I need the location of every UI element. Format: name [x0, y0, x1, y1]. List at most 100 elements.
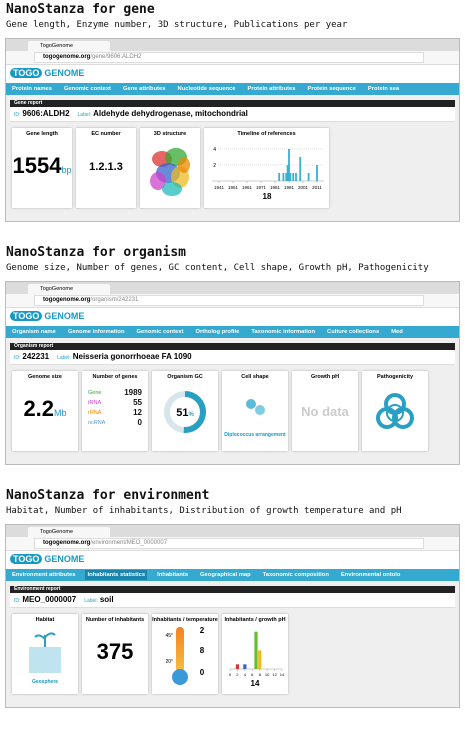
x-tick-label: 2011 [312, 185, 322, 190]
gene-count: 12 [133, 408, 142, 417]
bar [277, 173, 280, 181]
big-value: 375 [82, 639, 148, 665]
panel-title: EC number [91, 131, 121, 137]
bar [291, 173, 294, 181]
nav-tab[interactable]: Genome information [67, 329, 125, 335]
bar [294, 173, 297, 181]
x-tick-label: 1951 [227, 185, 238, 190]
panel-graphic: 2 4 1941 1951 1961 1971 1981 1991 2001 2011 18 [211, 147, 324, 201]
subtitle: Gene length, Enzyme number, 3D structure… [6, 20, 348, 30]
nav-tab[interactable]: Ortholog profile [195, 329, 240, 335]
gene-table: Gene 1989 tRNA 55 rRNA 12 ncRNA 0 [82, 388, 148, 428]
gene-count: 1989 [124, 388, 142, 397]
nav-tab[interactable]: Genomic context [63, 86, 111, 92]
panel: Growth pH No data [292, 371, 358, 451]
report-header: Organism report [10, 343, 455, 350]
gene-row: ncRNA 0 [82, 418, 148, 428]
panel-graphic: 45° 20° 2 8 0 [165, 626, 205, 685]
heading: NanoStanza for organism [6, 245, 187, 260]
bar [287, 149, 290, 181]
value: 2.2 [23, 396, 55, 421]
tab-strip: TogoGenome [6, 282, 459, 294]
panel: Number of inhabitants 375 [82, 614, 148, 694]
url[interactable]: togogenome.org/organism/242231 [34, 295, 424, 306]
nav-tab[interactable]: Protein sequence [307, 86, 356, 92]
nav-tab[interactable]: Gene attributes [122, 86, 166, 92]
panel: Organism GC 51% [152, 371, 218, 451]
url[interactable]: togogenome.org/environment/MEO_0000007 [34, 538, 424, 549]
panel-title: Habitat [35, 617, 55, 623]
panel: Habitat Geosphere [12, 614, 78, 694]
x-tick-label: 12 [272, 672, 277, 677]
habitat-caption: Geosphere [31, 679, 59, 685]
nav-tab[interactable]: Inhabitants [157, 572, 189, 578]
tab-strip: TogoGenome [6, 39, 459, 51]
nav-tab[interactable]: Taxonomic information [251, 329, 316, 335]
nav-tab[interactable]: Taxonomic composition [262, 572, 329, 578]
y-tick-label: 4 [213, 147, 216, 153]
panel: Gene length 1554bp [12, 128, 72, 208]
nav-tab[interactable]: Genomic context [136, 329, 184, 335]
url-path: /gene/9606:ALDH2 [90, 54, 142, 60]
browser-window: TogoGenome togogenome.org/gene/9606:ALDH2… [5, 38, 460, 222]
protein-blob [178, 157, 190, 173]
panel-graphic: 51% [164, 391, 206, 433]
nav-tab[interactable]: Protein sea [367, 86, 400, 92]
bar [258, 650, 262, 669]
temp-mark: 20° [165, 659, 173, 665]
nav-tab[interactable]: Culture collections [327, 329, 380, 335]
nav-tab[interactable]: Organism name [12, 329, 56, 335]
nav-bar: Protein names Genomic context Gene attribu… [6, 83, 459, 95]
logo: TOGO GENOME [10, 68, 84, 78]
browser-tab[interactable]: TogoGenome [28, 527, 110, 537]
panel-title: Number of inhabitants [85, 617, 145, 623]
x-tick-label: 6 [251, 672, 254, 677]
url-host: togogenome.org [43, 540, 91, 546]
protein-blob [162, 182, 182, 196]
temp-count: 8 [200, 646, 205, 655]
url[interactable]: togogenome.org/gene/9606:ALDH2 [34, 52, 424, 63]
panel-title: Growth pH [310, 374, 340, 380]
logo-bar: TOGO GENOME [6, 308, 459, 326]
browser-tab[interactable]: TogoGenome [28, 41, 110, 51]
nav-tab[interactable]: Inhabitants statistics [85, 570, 148, 580]
nav-bar: Organism name Genome information Genomic c… [6, 326, 459, 338]
label-value: soil [99, 595, 114, 604]
big-value: 1554bp [12, 153, 72, 179]
subtitle: Genome size, Number of genes, GC content… [6, 263, 429, 273]
id-value: 9606:ALDH2 [22, 109, 70, 118]
donut-arc [164, 391, 206, 433]
nav-tab[interactable]: Environment attributes [12, 572, 76, 578]
panel-title: 3D structure [153, 131, 187, 137]
cell [246, 399, 256, 409]
panel-graphic [29, 632, 61, 673]
nav-tab[interactable]: Environmental ontolo [340, 572, 401, 578]
section: NanoStanza for organism Genome size, Numb… [0, 243, 465, 486]
nav-tab[interactable]: Protein names [12, 86, 52, 92]
panel-title: Gene length [26, 131, 58, 137]
logo-togo: TOGO [10, 311, 43, 321]
id-value: MEO_0000007 [22, 595, 77, 604]
label-label: Label: [57, 355, 71, 361]
nav-tab[interactable]: Protein attributes [247, 86, 296, 92]
biohazard-ring [386, 404, 404, 422]
x-tick-label: 8 [259, 672, 262, 677]
panel-title: Inhabitants / temperature [152, 617, 218, 623]
panel: Inhabitants / growth pH 0 2 4 6 8 10 12 14 14 [222, 614, 288, 694]
bar [284, 173, 287, 181]
browser-tab[interactable]: TogoGenome [28, 284, 110, 294]
panel: Cell shape Diplococcus arrangement [222, 371, 288, 451]
id-label: ID: [14, 598, 21, 604]
gene-row: rRNA 12 [82, 408, 148, 418]
gene-count: 55 [133, 398, 142, 407]
x-tick-label: 4 [244, 672, 247, 677]
nav-tab[interactable]: Nucleotide sequence [177, 86, 236, 92]
panel-title: Cell shape [241, 374, 269, 380]
panel-title: Organism GC [167, 374, 203, 380]
panel: Timeline of references 2 4 1941 1951 1961 1971… [204, 128, 329, 208]
id-label: ID: [14, 112, 21, 118]
nav-tab[interactable]: Geographical map [200, 572, 251, 578]
panel: Number of genes Gene 1989 tRNA 55 rRNA 12 ncRNA… [82, 371, 148, 451]
nav-tab[interactable]: Med [391, 329, 403, 335]
